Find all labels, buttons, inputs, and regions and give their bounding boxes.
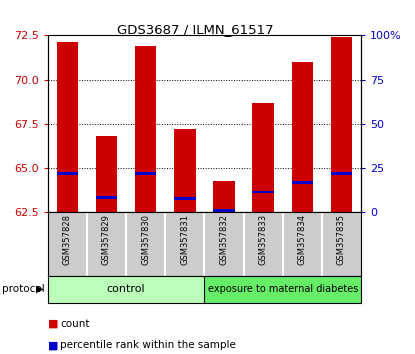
Text: GSM357830: GSM357830 [141,214,150,265]
Text: protocol: protocol [2,284,45,294]
Text: GDS3687 / ILMN_61517: GDS3687 / ILMN_61517 [117,23,273,36]
Bar [48,276,205,303]
Bar [56,42,78,212]
Bar [213,209,235,212]
Bar [135,46,156,212]
Bar [291,181,313,184]
Text: GSM357829: GSM357829 [102,214,111,265]
Text: GSM357835: GSM357835 [337,214,346,265]
Text: count: count [60,319,90,329]
Text: ▶: ▶ [36,284,43,294]
Text: GSM357834: GSM357834 [298,214,307,265]
Bar [252,103,274,212]
Text: GSM357828: GSM357828 [63,214,72,265]
Bar [96,196,117,199]
Bar [174,129,195,212]
Text: GSM357833: GSM357833 [259,214,268,266]
Text: control: control [107,284,145,295]
Text: ■: ■ [48,340,58,350]
Text: GSM357831: GSM357831 [180,214,189,265]
Bar [96,136,117,212]
Bar [252,191,274,193]
Bar [205,276,361,303]
Bar [291,62,313,212]
Bar [174,197,195,200]
Text: exposure to maternal diabetes: exposure to maternal diabetes [208,284,358,295]
Bar [331,172,352,175]
Text: percentile rank within the sample: percentile rank within the sample [60,340,236,350]
Bar [213,181,235,212]
Text: GSM357832: GSM357832 [220,214,229,265]
Bar [331,37,352,212]
Bar [56,172,78,175]
Bar [135,172,156,175]
Text: ■: ■ [48,319,58,329]
